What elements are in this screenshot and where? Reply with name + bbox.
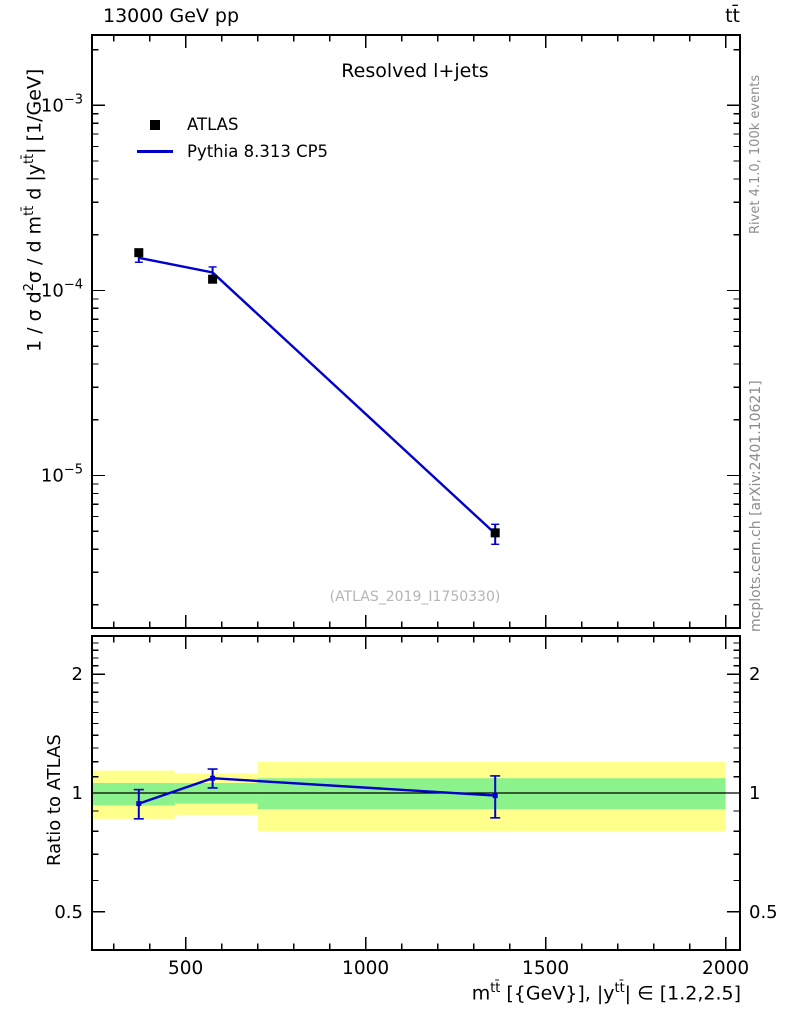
svg-text:10−5: 10−5 — [41, 463, 83, 487]
x-axis-label: mtt̄ [{GeV}], |ytt̄| ∈ [1.2,2.5] — [471, 981, 741, 1005]
rivet-version-note: Rivet 4.1.0, 100k events — [748, 74, 763, 234]
process-label: tt̄ — [725, 5, 740, 27]
svg-text:1000: 1000 — [342, 958, 389, 979]
svg-text:2: 2 — [749, 664, 760, 685]
svg-text:0.5: 0.5 — [749, 902, 778, 923]
svg-text:1500: 1500 — [522, 958, 569, 979]
legend: ATLAS Pythia 8.313 CP5 — [130, 111, 328, 165]
axis-ticks: 500 1000 1500 2000 10−3 10−4 10−5 0.5 0.5 1 1 2 2 — [41, 35, 778, 979]
svg-text:2: 2 — [72, 664, 83, 685]
legend-label-pythia: Pythia 8.313 CP5 — [187, 142, 329, 161]
mc-series — [134, 252, 500, 545]
legend-item-atlas: ATLAS — [130, 111, 328, 138]
svg-text:500: 500 — [168, 958, 203, 979]
legend-swatch-area-data — [130, 119, 180, 130]
svg-text:2000: 2000 — [702, 958, 749, 979]
beam-energy-label: 13000 GeV pp — [103, 5, 240, 27]
legend-data-marker — [150, 119, 160, 130]
legend-swatch-area-mc — [130, 150, 180, 153]
plot-title: Resolved l+jets — [341, 60, 489, 82]
ratio-series — [133, 768, 501, 820]
svg-text:0.5: 0.5 — [54, 902, 83, 923]
legend-label-atlas: ATLAS — [187, 115, 239, 134]
svg-text:10−3: 10−3 — [41, 92, 83, 116]
svg-text:1: 1 — [749, 783, 760, 804]
legend-item-pythia: Pythia 8.313 CP5 — [130, 138, 328, 165]
uncertainty-bands — [92, 761, 726, 832]
svg-text:1: 1 — [72, 783, 83, 804]
legend-mc-line — [137, 150, 173, 153]
ratio-y-axis-label: Ratio to ATLAS — [44, 734, 65, 866]
analysis-watermark: (ATLAS_2019_I1750330) — [329, 589, 501, 605]
svg-text:10−4: 10−4 — [41, 277, 83, 301]
mcplots-attribution-note: mcplots.cern.ch [arXiv:2401.10621] — [748, 380, 764, 632]
main-y-axis-label: 1 / σ d2σ / d mtt̄ d |ytt̄| [1/GeV] — [22, 68, 46, 352]
data-series — [134, 248, 500, 538]
